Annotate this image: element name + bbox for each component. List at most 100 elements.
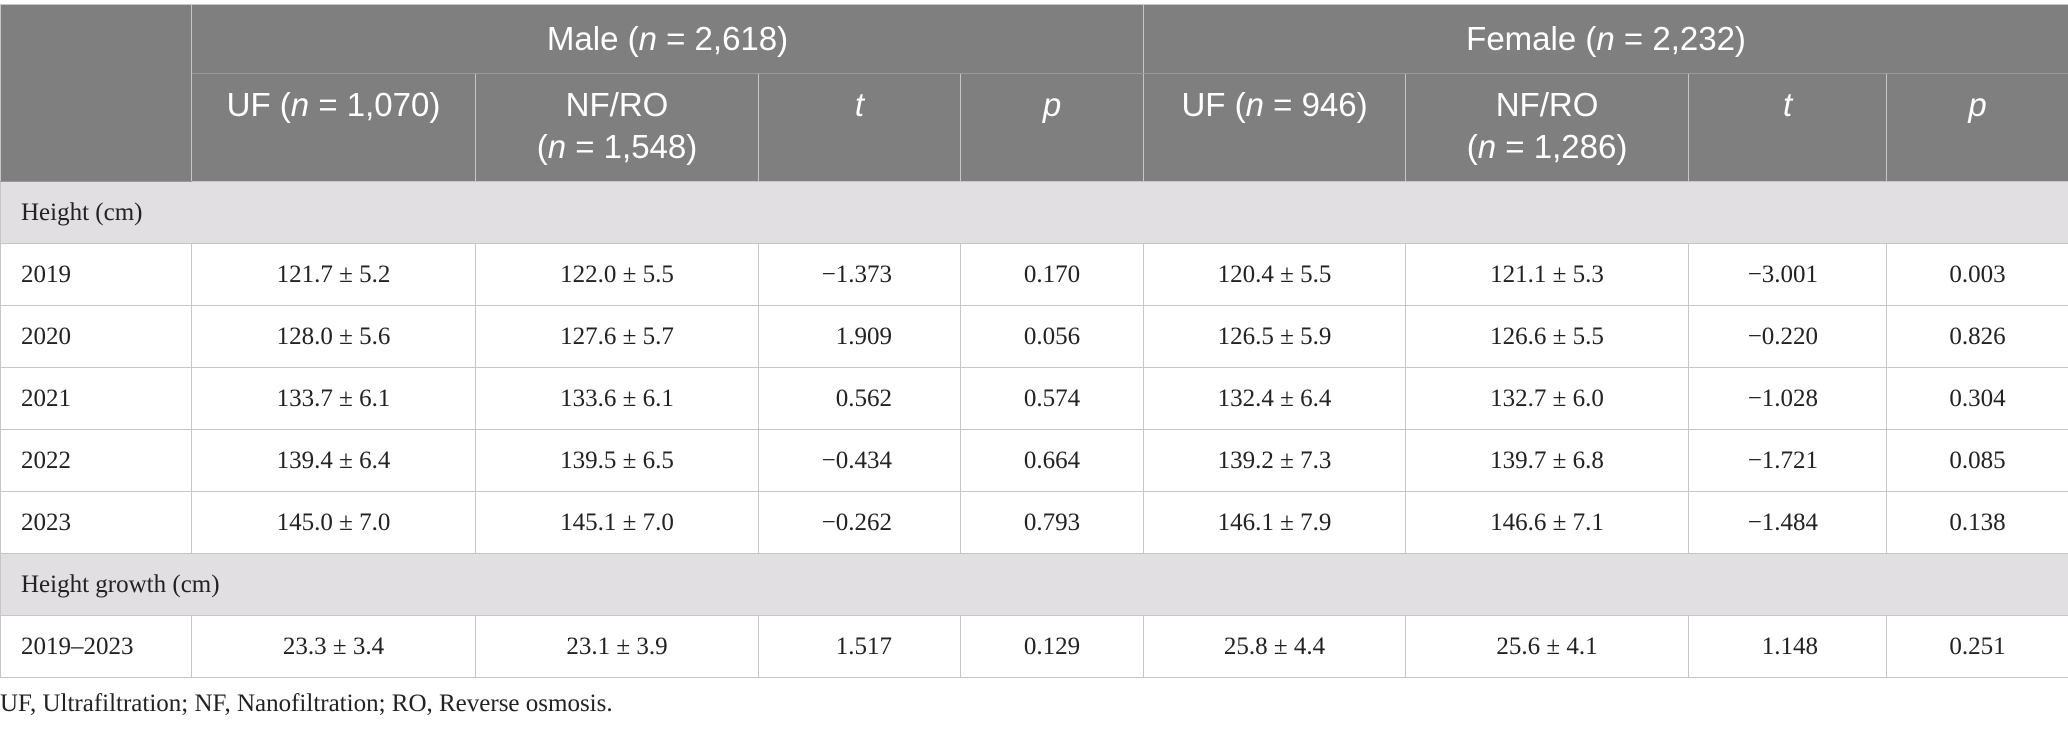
header-line: p — [962, 84, 1143, 126]
cell: 146.6 ± 7.1 — [1405, 491, 1690, 554]
text-part: = 1,070) — [309, 86, 441, 123]
cell: 0.056 — [959, 305, 1145, 368]
cell: 0.826 — [1886, 305, 2068, 368]
italic-text: n — [290, 86, 310, 123]
cell: 145.1 ± 7.0 — [475, 491, 759, 554]
header-line: p — [1888, 84, 2068, 126]
group-header: Male (n = 2,618) — [190, 4, 1145, 74]
row-label: 2019–2023 — [0, 615, 192, 678]
corner-cell — [0, 4, 192, 182]
italic-text: n — [638, 20, 657, 57]
cell: 122.0 ± 5.5 — [475, 243, 759, 306]
cell: 0.562 — [758, 367, 961, 430]
section-title: Height growth (cm) — [0, 553, 2068, 616]
text-part: ( — [1466, 128, 1478, 165]
cell: 25.6 ± 4.1 — [1405, 615, 1690, 678]
italic-text: t — [854, 86, 865, 123]
cell: 145.0 ± 7.0 — [191, 491, 476, 554]
column-header: UF (n = 946) — [1143, 73, 1407, 182]
cell: 121.7 ± 5.2 — [191, 243, 476, 306]
column-header-row: UF (n = 1,070) NF/RO (n = 1,548) t p UF (n = … — [1, 73, 2068, 182]
italic-text: n — [1245, 86, 1264, 123]
header-line: t — [1690, 84, 1886, 126]
text-part: = 2,618) — [656, 20, 789, 57]
data-row: 2022 139.4 ± 6.4 139.5 ± 6.5 −0.434 0.664 139… — [0, 429, 2068, 492]
cell: 126.6 ± 5.5 — [1405, 305, 1690, 368]
column-header: p — [959, 73, 1145, 182]
header-line: (n = 1,286) — [1407, 126, 1688, 168]
cell: 132.4 ± 6.4 — [1143, 367, 1407, 430]
cell: −0.262 — [758, 491, 961, 554]
cell: 139.4 ± 6.4 — [191, 429, 476, 492]
cell: 139.7 ± 6.8 — [1405, 429, 1690, 492]
text-part: UF ( — [1181, 86, 1246, 123]
cell: 128.0 ± 5.6 — [191, 305, 476, 368]
italic-text: n — [1477, 128, 1497, 165]
cell: 132.7 ± 6.0 — [1405, 367, 1690, 430]
cell: −0.220 — [1688, 305, 1888, 368]
data-table: Male (n = 2,618) Female (n = 2,232) UF (n … — [0, 4, 2068, 678]
cell: 23.1 ± 3.9 — [475, 615, 759, 678]
row-label: 2023 — [0, 491, 192, 554]
cell: 0.251 — [1886, 615, 2068, 678]
text-part: UF ( — [226, 86, 291, 123]
cell: 126.5 ± 5.9 — [1143, 305, 1407, 368]
text-part: = 1,286) — [1496, 128, 1628, 165]
text-part: = 946) — [1263, 86, 1368, 123]
row-label: 2022 — [0, 429, 192, 492]
header-line: UF (n = 1,070) — [193, 84, 475, 126]
text-part: NF/RO — [565, 86, 669, 123]
text-part: ( — [536, 128, 548, 165]
column-header: UF (n = 1,070) — [191, 73, 476, 182]
header-line: t — [760, 84, 960, 126]
italic-text: n — [547, 128, 567, 165]
cell: 0.170 — [959, 243, 1145, 306]
data-row: 2023 145.0 ± 7.0 145.1 ± 7.0 −0.262 0.793 146… — [0, 491, 2068, 554]
section-row: Height (cm) — [0, 181, 2068, 244]
header-line: UF (n = 946) — [1145, 84, 1405, 126]
data-row: 2020 128.0 ± 5.6 127.6 ± 5.7 1.909 0.056 126.… — [0, 305, 2068, 368]
cell: 0.793 — [959, 491, 1145, 554]
data-row: 2019 121.7 ± 5.2 122.0 ± 5.5 −1.373 0.170 120… — [0, 243, 2068, 306]
italic-text: t — [1782, 86, 1793, 123]
column-header: NF/RO (n = 1,548) — [475, 73, 759, 182]
cell: 121.1 ± 5.3 — [1405, 243, 1690, 306]
header-line: NF/RO — [477, 84, 758, 126]
text-part: Female ( — [1466, 20, 1597, 57]
cell: 1.909 — [758, 305, 961, 368]
column-header: t — [1688, 73, 1888, 182]
cell: 0.304 — [1886, 367, 2068, 430]
data-row: 2021 133.7 ± 6.1 133.6 ± 6.1 0.562 0.574 132.… — [0, 367, 2068, 430]
cell: −0.434 — [758, 429, 961, 492]
cell: 120.4 ± 5.5 — [1143, 243, 1407, 306]
column-header: NF/RO (n = 1,286) — [1405, 73, 1690, 182]
cell: 139.2 ± 7.3 — [1143, 429, 1407, 492]
cell: 0.138 — [1886, 491, 2068, 554]
cell: 23.3 ± 3.4 — [191, 615, 476, 678]
cell: −1.373 — [758, 243, 961, 306]
column-header: t — [758, 73, 961, 182]
section-title: Height (cm) — [0, 181, 2068, 244]
cell: 1.148 — [1688, 615, 1888, 678]
cell: −1.028 — [1688, 367, 1888, 430]
column-header: p — [1886, 73, 2068, 182]
row-label: 2020 — [0, 305, 192, 368]
text-part: = 2,232) — [1614, 20, 1746, 57]
text-part: = 1,548) — [566, 128, 698, 165]
cell: −3.001 — [1688, 243, 1888, 306]
cell: −1.484 — [1688, 491, 1888, 554]
footnote: UF, Ultrafiltration; NF, Nanofiltration;… — [0, 690, 613, 717]
header-line: (n = 1,548) — [477, 126, 758, 168]
group-header: Female (n = 2,232) — [1143, 4, 2068, 74]
row-label: 2019 — [0, 243, 192, 306]
italic-text: n — [1596, 20, 1615, 57]
italic-text: p — [1042, 86, 1062, 123]
section-row: Height growth (cm) — [0, 553, 2068, 616]
text-part: NF/RO — [1495, 86, 1599, 123]
cell: 25.8 ± 4.4 — [1143, 615, 1407, 678]
group-header-row: Male (n = 2,618) Female (n = 2,232) — [0, 4, 2068, 182]
table-header: Male (n = 2,618) Female (n = 2,232) UF (n … — [0, 4, 2068, 182]
cell: −1.721 — [1688, 429, 1888, 492]
cell: 0.129 — [959, 615, 1145, 678]
